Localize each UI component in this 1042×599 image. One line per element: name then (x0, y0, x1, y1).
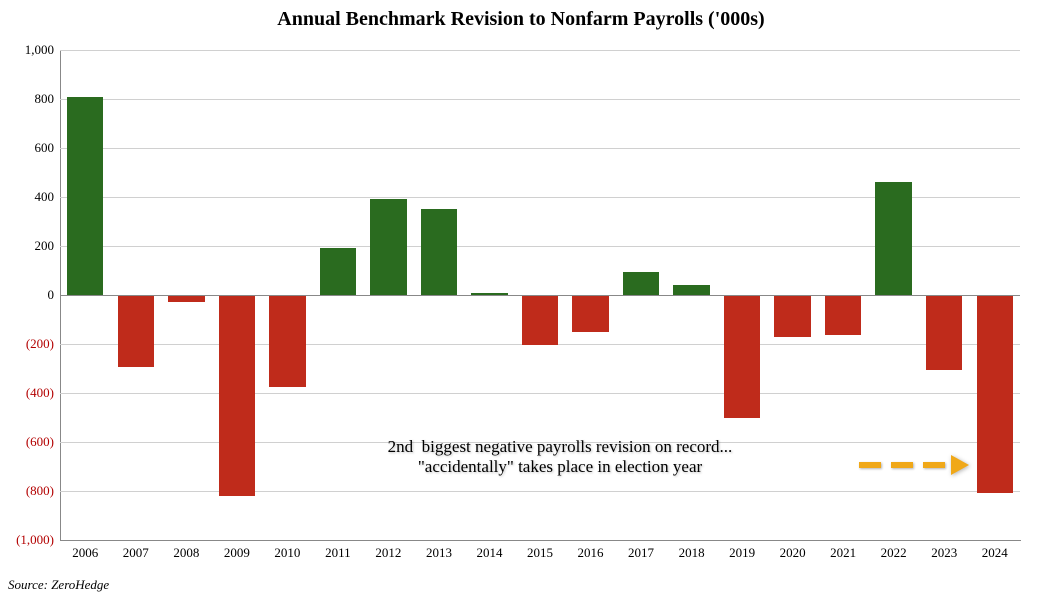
bar-2020 (774, 295, 810, 337)
x-tick-label: 2011 (313, 545, 363, 561)
x-tick-label: 2020 (768, 545, 818, 561)
x-tick-label: 2021 (818, 545, 868, 561)
x-tick-label: 2015 (515, 545, 565, 561)
gridline (60, 148, 1020, 149)
x-tick-label: 2007 (111, 545, 161, 561)
bar-2006 (67, 97, 103, 295)
arrow-segment (891, 462, 913, 468)
x-tick-label: 2016 (566, 545, 616, 561)
y-tick-label: 1,000 (4, 42, 54, 58)
x-tick-label: 2006 (60, 545, 110, 561)
gridline (60, 99, 1020, 100)
y-tick-label: (600) (4, 434, 54, 450)
x-tick-label: 2012 (363, 545, 413, 561)
bar-2010 (269, 295, 305, 387)
x-tick-label: 2023 (919, 545, 969, 561)
y-tick-label: 0 (4, 287, 54, 303)
y-tick-label: 200 (4, 238, 54, 254)
y-tick-label: (800) (4, 483, 54, 499)
chart-container: Annual Benchmark Revision to Nonfarm Pay… (0, 0, 1042, 599)
y-tick-label: (200) (4, 336, 54, 352)
y-tick-label: (400) (4, 385, 54, 401)
x-tick-label: 2010 (262, 545, 312, 561)
bar-2015 (522, 295, 558, 345)
bar-2016 (572, 295, 608, 332)
bar-2008 (168, 295, 204, 302)
bar-2024 (977, 295, 1013, 493)
x-tick-label: 2019 (717, 545, 767, 561)
y-tick-label: 600 (4, 140, 54, 156)
bar-2019 (724, 295, 760, 418)
arrow-head-icon (951, 455, 969, 475)
source-text: Source: ZeroHedge (8, 577, 109, 593)
zero-line (60, 295, 1020, 296)
gridline (60, 50, 1020, 51)
chart-title: Annual Benchmark Revision to Nonfarm Pay… (0, 8, 1042, 31)
x-tick-label: 2014 (464, 545, 514, 561)
bar-2018 (673, 285, 709, 295)
bar-2022 (875, 182, 911, 295)
y-tick-label: 800 (4, 91, 54, 107)
gridline (60, 491, 1020, 492)
x-tick-label: 2017 (616, 545, 666, 561)
x-tick-label: 2024 (970, 545, 1020, 561)
bar-2013 (421, 209, 457, 295)
bar-2017 (623, 272, 659, 295)
bar-2023 (926, 295, 962, 370)
arrow-segment (923, 462, 945, 468)
y-tick-label: 400 (4, 189, 54, 205)
bar-2007 (118, 295, 154, 367)
y-tick-label: (1,000) (4, 532, 54, 548)
arrow-segment (859, 462, 881, 468)
x-tick-label: 2022 (869, 545, 919, 561)
gridline (60, 393, 1020, 394)
bar-2011 (320, 248, 356, 295)
x-tick-label: 2009 (212, 545, 262, 561)
bar-2009 (219, 295, 255, 496)
x-tick-label: 2013 (414, 545, 464, 561)
bar-2012 (370, 199, 406, 295)
x-tick-label: 2008 (161, 545, 211, 561)
bar-2021 (825, 295, 861, 335)
annotation-text: 2nd biggest negative payrolls revision o… (280, 437, 840, 477)
x-tick-label: 2018 (667, 545, 717, 561)
